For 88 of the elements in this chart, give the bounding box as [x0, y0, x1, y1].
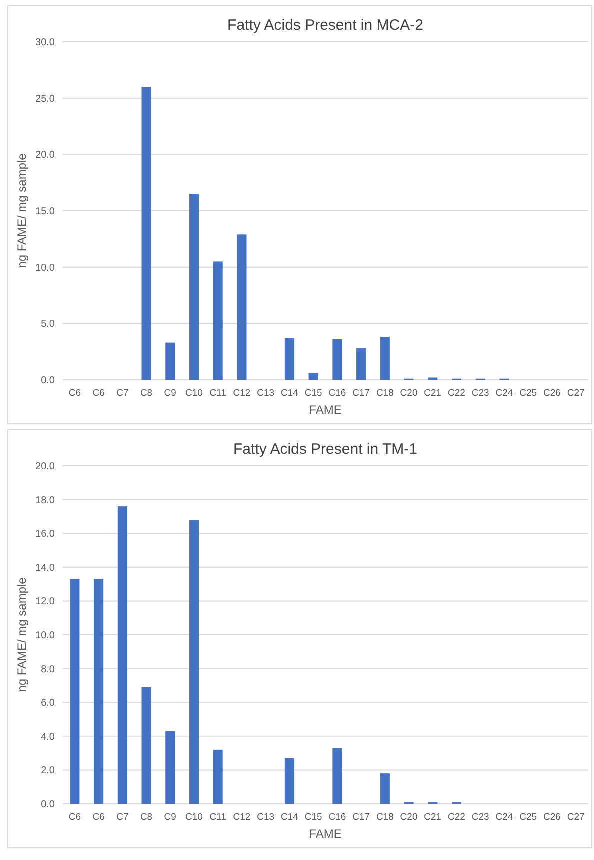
x-tick-label: C11 [210, 388, 226, 399]
bar [284, 338, 294, 380]
bar [142, 687, 152, 804]
x-tick-label: C12 [233, 812, 251, 823]
bar [284, 758, 294, 804]
x-tick-label: C26 [543, 388, 561, 399]
y-tick-label: 2.0 [41, 766, 56, 777]
x-tick-label: C9 [164, 812, 176, 823]
x-tick-label: C13 [257, 812, 275, 823]
x-tick-label: C6 [68, 388, 82, 399]
bar [70, 579, 80, 804]
bar [94, 579, 104, 804]
y-tick-label: 18.0 [36, 495, 56, 506]
x-tick-label: C14 [280, 812, 298, 823]
x-tick-label: C25 [520, 812, 538, 823]
bar [189, 194, 200, 380]
x-tick-label: C15 [304, 812, 322, 823]
bar [213, 262, 223, 380]
x-tick-label: C27 [567, 388, 585, 399]
chart-title: Fatty Acids Present in MCA-2 [228, 17, 424, 34]
x-tick-label: C14 [280, 388, 298, 399]
x-tick-label: C24 [496, 812, 514, 823]
y-tick-label: 20.0 [36, 462, 56, 472]
bar [380, 774, 390, 804]
bar [142, 87, 152, 380]
y-tick-label: 25.0 [36, 94, 56, 105]
y-tick-label: 0.0 [41, 376, 56, 386]
x-tick-label: C10 [186, 388, 203, 399]
bar [213, 750, 223, 804]
x-tick-label: C25 [520, 388, 538, 399]
x-tick-label: C9 [164, 388, 176, 399]
y-tick-label: 20.0 [36, 150, 56, 162]
x-tick-label: C10 [186, 812, 203, 823]
x-tick-label: C15 [304, 388, 322, 399]
x-tick-label: C20 [400, 388, 418, 399]
bar [332, 339, 342, 380]
x-tick-label: C18 [376, 388, 394, 399]
x-tick-label: C7 [116, 812, 129, 823]
x-tick-label: C27 [567, 812, 585, 823]
bar [380, 337, 390, 380]
y-tick-label: 0.0 [41, 800, 56, 810]
x-tick-label: C12 [233, 388, 251, 399]
y-tick-label: 8.0 [41, 664, 56, 676]
y-tick-label: 30.0 [36, 38, 56, 48]
x-tick-label: C22 [448, 388, 466, 399]
x-tick-label: C23 [472, 388, 490, 399]
x-axis-title: FAME [309, 827, 342, 841]
bar [237, 234, 247, 380]
x-tick-label: C26 [543, 812, 561, 823]
y-tick-label: 10.0 [36, 630, 56, 642]
bar [189, 520, 200, 804]
bar [332, 748, 342, 804]
bar [308, 373, 318, 380]
y-tick-label: 15.0 [36, 206, 56, 218]
y-axis-title: ng FAME/ mg sample [15, 577, 29, 692]
x-tick-label: C6 [92, 388, 105, 399]
y-tick-label: 5.0 [41, 319, 56, 330]
bar [356, 348, 366, 380]
y-tick-label: 4.0 [41, 732, 56, 743]
x-tick-label: C17 [352, 388, 370, 399]
x-tick-label: C21 [424, 812, 442, 823]
x-tick-label: C11 [210, 812, 226, 823]
x-tick-label: C13 [257, 388, 275, 399]
x-tick-label: C6 [68, 812, 82, 823]
y-tick-label: 14.0 [36, 562, 56, 574]
y-tick-label: 6.0 [41, 698, 56, 710]
x-tick-label: C16 [328, 388, 346, 399]
x-tick-label: C8 [140, 388, 153, 399]
x-tick-label: C8 [140, 812, 153, 823]
x-tick-label: C22 [448, 812, 466, 823]
x-tick-label: C7 [116, 388, 129, 399]
x-axis-title: FAME [309, 403, 342, 417]
bar [166, 342, 176, 380]
chart-title: Fatty Acids Present in TM-1 [234, 441, 418, 458]
x-tick-label: C23 [472, 812, 490, 823]
x-tick-label: C6 [92, 812, 105, 823]
y-tick-label: 12.0 [36, 596, 56, 608]
y-axis-title: ng FAME/ mg sample [15, 153, 29, 268]
bar [166, 731, 176, 804]
bar [118, 506, 128, 804]
x-tick-label: C24 [496, 388, 514, 399]
x-tick-label: C18 [376, 812, 394, 823]
x-tick-label: C20 [400, 812, 418, 823]
y-tick-label: 16.0 [36, 529, 56, 540]
x-tick-label: C16 [328, 812, 346, 823]
x-tick-label: C17 [352, 812, 370, 823]
y-tick-label: 10.0 [36, 262, 56, 274]
x-tick-label: C21 [424, 388, 442, 399]
